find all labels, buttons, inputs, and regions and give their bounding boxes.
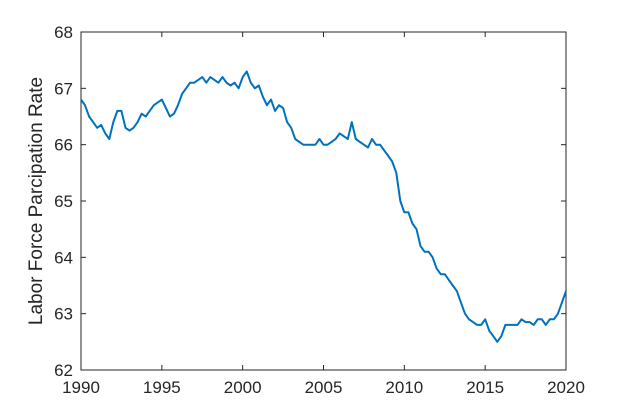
x-tick-label: 2010 [385, 378, 423, 397]
x-tick-label: 1990 [62, 378, 100, 397]
y-axis-ticks: 62 63 64 65 66 67 68 [54, 23, 566, 380]
y-tick-label: 65 [54, 192, 73, 211]
y-tick-label: 62 [54, 361, 73, 380]
y-tick-label: 68 [54, 23, 73, 42]
y-axis-label: Labor Force Parcipation Rate [26, 77, 47, 325]
series-line-0 [80, 70, 567, 343]
plot-frame [80, 31, 567, 371]
x-tick-label: 1995 [143, 378, 181, 397]
y-tick-label: 67 [54, 79, 73, 98]
plot-area [80, 31, 567, 371]
y-tick-label: 63 [54, 305, 73, 324]
x-tick-label: 2005 [305, 378, 343, 397]
x-tick-label: 2015 [466, 378, 504, 397]
x-tick-label: 2000 [224, 378, 262, 397]
x-tick-label: 2020 [547, 378, 585, 397]
x-axis-ticks: 1990 1995 2000 2005 2010 2015 2020 [62, 32, 585, 397]
y-tick-label: 66 [54, 136, 73, 155]
y-tick-label: 64 [54, 248, 73, 267]
